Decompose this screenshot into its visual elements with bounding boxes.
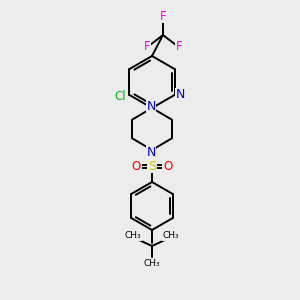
Text: N: N [146, 100, 156, 112]
Text: CH₃: CH₃ [144, 259, 160, 268]
Text: F: F [160, 10, 166, 22]
Text: N: N [146, 146, 156, 158]
Text: N: N [176, 88, 185, 101]
Text: CH₃: CH₃ [163, 232, 179, 241]
Text: O: O [131, 160, 141, 172]
Text: S: S [148, 160, 156, 172]
Text: Cl: Cl [115, 89, 126, 103]
Text: F: F [176, 40, 182, 52]
Text: CH₃: CH₃ [125, 232, 141, 241]
Text: F: F [144, 40, 150, 52]
Text: O: O [164, 160, 172, 172]
